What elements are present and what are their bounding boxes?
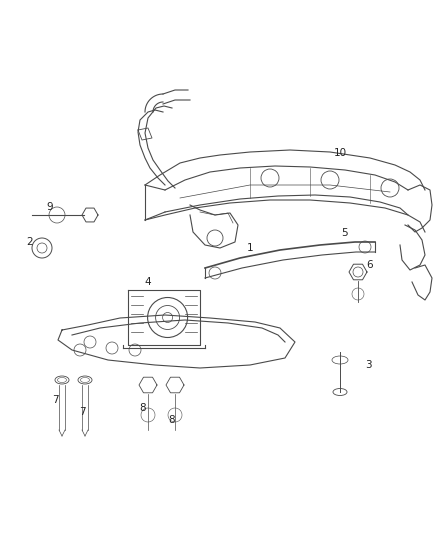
Text: 7: 7 xyxy=(79,407,85,417)
Text: 10: 10 xyxy=(333,148,346,158)
Text: 7: 7 xyxy=(52,395,58,405)
Text: 6: 6 xyxy=(367,260,373,270)
Text: 5: 5 xyxy=(342,228,348,238)
Text: 8: 8 xyxy=(169,415,175,425)
Text: 1: 1 xyxy=(247,243,253,253)
Text: 8: 8 xyxy=(140,403,146,413)
Text: 4: 4 xyxy=(145,277,151,287)
Text: 3: 3 xyxy=(365,360,371,370)
Text: 2: 2 xyxy=(27,237,33,247)
Text: 9: 9 xyxy=(47,202,53,212)
